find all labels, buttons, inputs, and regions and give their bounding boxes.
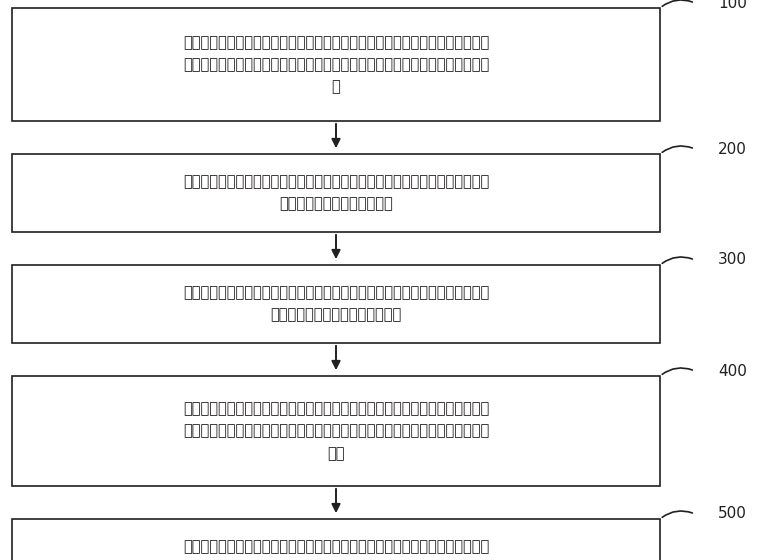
Bar	[12, 519, 660, 560]
Text: 500: 500	[718, 506, 747, 521]
Bar	[12, 154, 660, 232]
Text: 300: 300	[718, 253, 747, 268]
Text: 步骤四，使用液氮冷阱捕集步骤三中的砷烷气体，使砷烷气体冷凝为液态砷烷，
使用真空泵抽去不凝气体并取下冷肼外的液氮罐，使砷烷挥发，得到纯净的砷烷
气体: 步骤四，使用液氮冷阱捕集步骤三中的砷烷气体，使砷烷气体冷凝为液态砷烷， 使用真空…	[183, 402, 489, 461]
Text: 400: 400	[718, 363, 747, 379]
Text: 100: 100	[718, 0, 747, 11]
Text: 步骤一：将提前配比好的锌粉和砷粉放入石英器皿内混合均匀，混合均匀后再置
于不锈钢反应罐内，抽真空并充入高纯惰性气体，加压加热得到砷化锌粉末，备
用: 步骤一：将提前配比好的锌粉和砷粉放入石英器皿内混合均匀，混合均匀后再置 于不锈钢…	[183, 35, 489, 94]
Bar	[12, 376, 660, 486]
Text: 步骤二，将步骤一中收集的砷化锌粉末至于反应器中，利用搅拌器边搅拌边加入
稀硫酸反应生成粗制砷烷气体: 步骤二，将步骤一中收集的砷化锌粉末至于反应器中，利用搅拌器边搅拌边加入 稀硫酸反…	[183, 174, 489, 212]
Text: 200: 200	[718, 142, 747, 156]
Text: 步骤五：将步骤五中纯净的砷烷气体通入预先处理过的洁净钢瓶中进行保存，得
到成品: 步骤五：将步骤五中纯净的砷烷气体通入预先处理过的洁净钢瓶中进行保存，得 到成品	[183, 539, 489, 560]
Bar	[12, 8, 660, 121]
Bar	[12, 265, 660, 343]
Text: 步骤三，将步骤二中的粗制砷烷气体通入吸附装置，所述吸附装置中设有碱性多
孔吸附剂和分子筛，得到砷烷气体: 步骤三，将步骤二中的粗制砷烷气体通入吸附装置，所述吸附装置中设有碱性多 孔吸附剂…	[183, 286, 489, 323]
